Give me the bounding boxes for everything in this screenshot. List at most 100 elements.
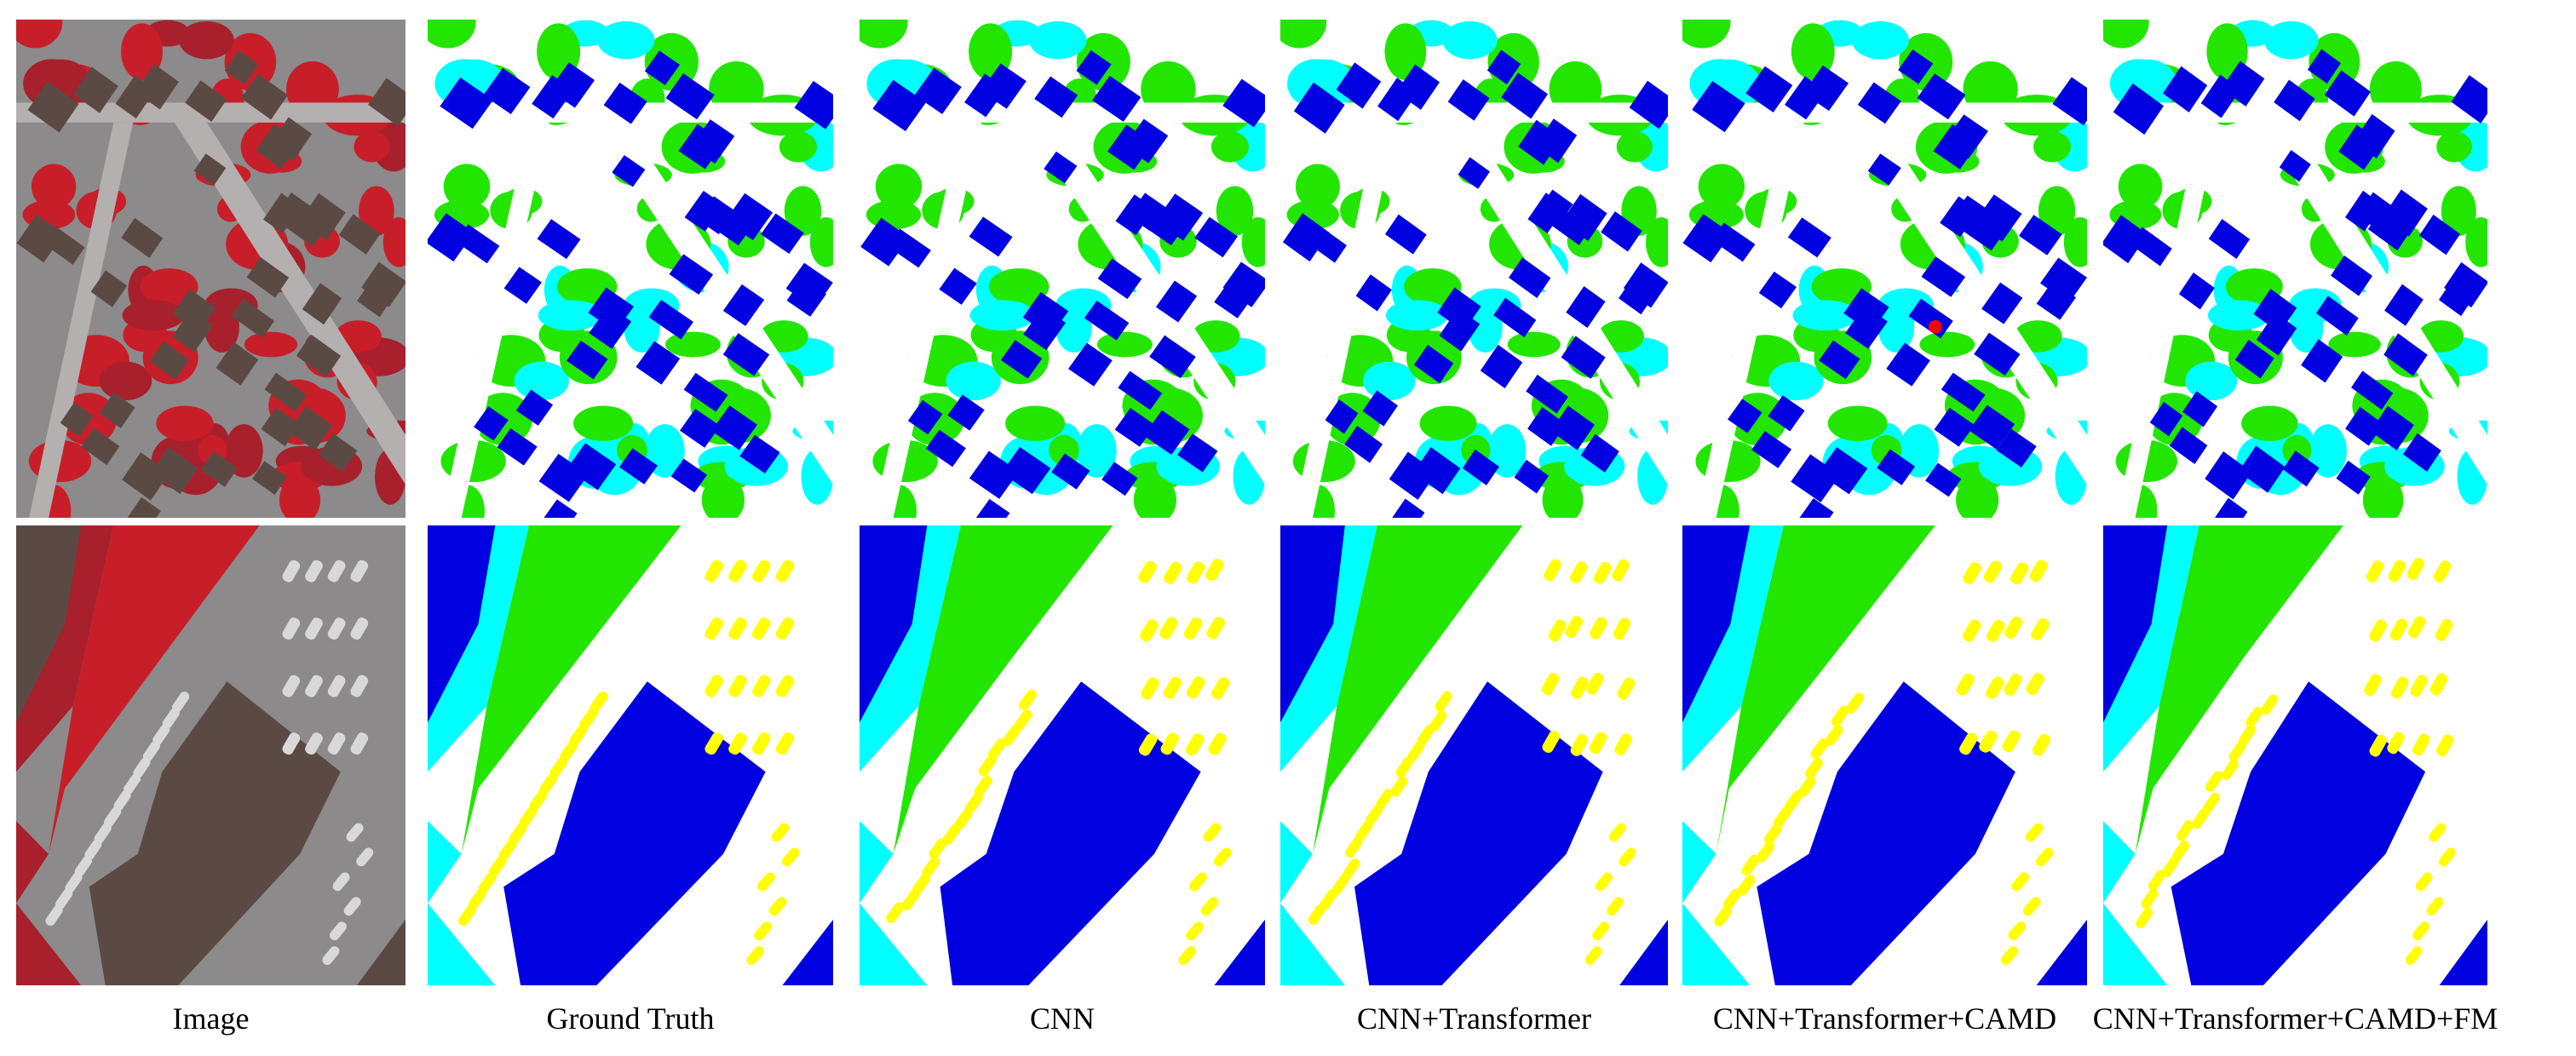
building xyxy=(1194,216,1239,258)
building xyxy=(1155,280,1198,323)
building xyxy=(503,681,766,985)
vegetation xyxy=(140,268,198,306)
car xyxy=(1986,676,2004,699)
building xyxy=(261,407,301,447)
building xyxy=(1076,50,1112,85)
car xyxy=(350,732,369,755)
building xyxy=(1728,399,1762,433)
road xyxy=(170,116,405,485)
vegetation xyxy=(1645,217,1668,267)
car xyxy=(1589,732,1607,755)
car xyxy=(1014,709,1032,731)
building xyxy=(785,262,833,308)
building xyxy=(711,405,758,451)
car xyxy=(162,708,180,729)
clutter xyxy=(1928,319,1942,334)
car xyxy=(1737,875,1756,896)
car xyxy=(2405,946,2423,966)
building xyxy=(90,270,128,307)
caption: CNN+Transformer xyxy=(1357,1001,1591,1036)
car xyxy=(2438,847,2456,867)
building xyxy=(1692,81,1745,133)
vegetation xyxy=(988,268,1049,306)
car xyxy=(978,755,997,777)
building xyxy=(172,289,216,334)
car xyxy=(343,897,361,916)
car xyxy=(1138,733,1158,756)
building xyxy=(1413,446,1461,495)
car xyxy=(1429,710,1447,732)
building xyxy=(2370,405,2414,451)
building xyxy=(1745,66,1793,113)
car xyxy=(1963,562,1981,585)
car xyxy=(1595,872,1613,892)
building xyxy=(440,77,493,129)
car xyxy=(1983,560,2003,583)
panel xyxy=(860,525,1265,985)
car xyxy=(1774,806,1792,828)
panel xyxy=(428,20,833,518)
building xyxy=(1682,214,1732,263)
car xyxy=(1785,790,1803,812)
building xyxy=(1629,80,1668,129)
vegetation xyxy=(1442,21,1498,60)
building xyxy=(1389,451,1437,500)
car xyxy=(2031,617,2050,640)
vegetation xyxy=(1919,331,1975,358)
car xyxy=(327,560,346,583)
car xyxy=(1159,617,1178,640)
car xyxy=(1612,559,1630,582)
building xyxy=(60,402,94,437)
car xyxy=(2389,618,2408,641)
building xyxy=(1486,49,1521,85)
building xyxy=(761,213,804,255)
car xyxy=(1987,619,2005,642)
vegetation xyxy=(514,361,569,401)
car xyxy=(322,946,340,966)
panel xyxy=(1280,20,1668,518)
building xyxy=(722,284,765,326)
building xyxy=(538,499,578,518)
car xyxy=(305,674,323,697)
vegetation xyxy=(2063,217,2087,267)
car xyxy=(757,872,775,892)
car xyxy=(1206,617,1225,640)
car xyxy=(728,674,747,697)
car xyxy=(1825,725,1843,746)
tree xyxy=(893,525,1113,854)
vegetation xyxy=(224,424,263,478)
building xyxy=(296,334,342,377)
vegetation xyxy=(1698,164,1745,209)
car xyxy=(1959,732,1978,755)
tree xyxy=(461,525,681,854)
building xyxy=(89,681,341,985)
building xyxy=(1377,77,1418,122)
building xyxy=(149,341,190,380)
building xyxy=(1336,62,1382,109)
building xyxy=(1526,374,1568,414)
building xyxy=(914,67,962,115)
car xyxy=(912,873,931,895)
building xyxy=(1118,370,1163,410)
car xyxy=(1331,874,1349,895)
building xyxy=(635,341,681,385)
building xyxy=(1493,297,1537,338)
car xyxy=(1186,676,1205,699)
building xyxy=(669,254,714,295)
building xyxy=(2103,525,2168,723)
building xyxy=(739,434,780,473)
car xyxy=(457,904,476,927)
vegetation xyxy=(2038,186,2076,237)
building xyxy=(1480,344,1523,388)
car xyxy=(922,857,940,878)
road xyxy=(440,122,549,518)
building xyxy=(1969,405,2015,450)
building xyxy=(1940,196,1980,238)
car xyxy=(1614,733,1632,756)
building xyxy=(947,394,985,431)
vegetation xyxy=(538,300,604,331)
building xyxy=(2384,284,2424,326)
building xyxy=(263,192,302,234)
building xyxy=(1996,428,2037,468)
building xyxy=(428,525,496,723)
